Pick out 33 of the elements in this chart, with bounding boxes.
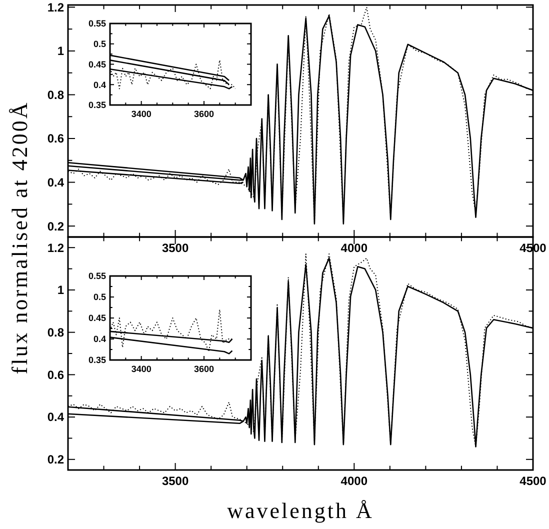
y-tick-label: 0.35: [88, 355, 106, 366]
y-tick-label: 0.4: [93, 334, 106, 344]
y-tick-label: 0.6: [47, 132, 64, 146]
x-tick-label: 4000: [340, 474, 368, 488]
y-tick-label: 0.2: [47, 452, 64, 467]
y-tick-label: 0.4: [47, 175, 64, 190]
y-tick-label: 0.55: [88, 18, 106, 29]
y-tick-label: 0.55: [88, 271, 106, 282]
y-tick-label: 0.45: [88, 59, 106, 70]
y-tick-label: 0.8: [47, 88, 64, 102]
x-tick-label: 3400: [131, 109, 152, 119]
y-tick-label: 0.45: [88, 313, 106, 324]
x-tick-label: 3600: [194, 364, 214, 374]
x-axis-title: wavelength Å: [227, 498, 374, 523]
y-tick-label: 1: [57, 44, 64, 58]
x-tick-label: 3600: [194, 109, 214, 119]
y-tick-label: 0.6: [47, 368, 64, 382]
x-tick-label: 4000: [340, 241, 368, 255]
y-tick-label: 0.35: [88, 100, 106, 110]
x-tick-label: 3500: [162, 474, 189, 488]
x-tick-label: 3400: [131, 364, 152, 374]
x-tick-label: 3500: [162, 241, 189, 255]
y-tick-label: 0.4: [93, 80, 106, 90]
y-tick-label: 1: [57, 283, 64, 298]
y-tick-label: 0.8: [47, 326, 64, 340]
y-tick-label: 0.5: [93, 292, 106, 302]
y-tick-label: 1.2: [47, 0, 64, 14]
y-tick-label: 0.5: [93, 39, 106, 50]
y-tick-label: 0.4: [47, 410, 64, 424]
x-tick-label: 4500: [520, 474, 547, 488]
y-tick-label: 1.2: [47, 240, 64, 255]
y-tick-label: 0.2: [47, 219, 64, 234]
y-axis-title: flux normalised at 4200Å: [7, 100, 32, 374]
